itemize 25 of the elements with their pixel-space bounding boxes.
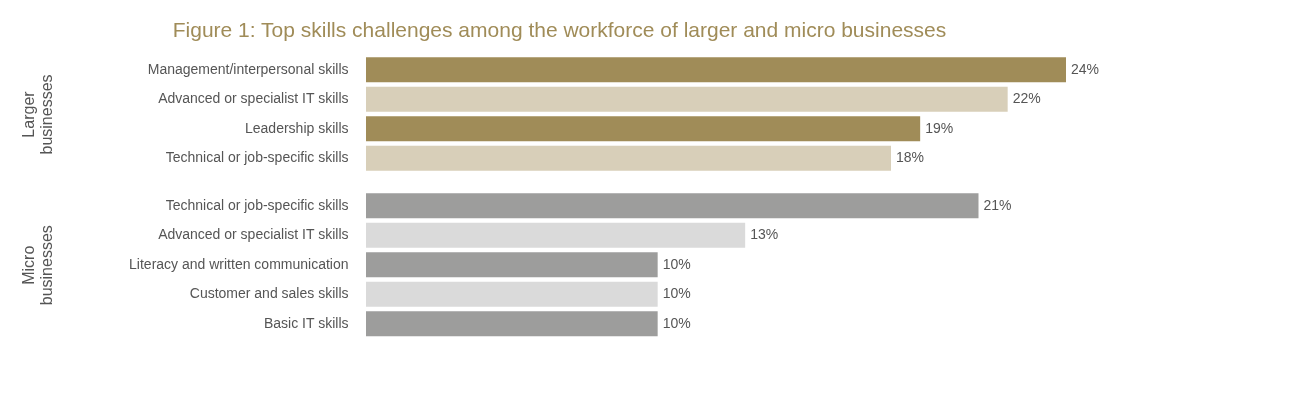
bar — [366, 86, 1008, 112]
y-tick-label: Basic IT skills — [263, 314, 349, 331]
y-axis-title: Larger businesses — [19, 74, 55, 155]
data-label: 19% — [925, 119, 954, 136]
y-axis-title: Micro businesses — [19, 225, 55, 306]
data-label: 24% — [1071, 60, 1100, 77]
bar — [366, 116, 921, 142]
y-tick-label: Advanced or specialist IT skills — [158, 90, 349, 107]
data-label: 22% — [1012, 90, 1041, 107]
y-tick-label: Technical or job-specific skills — [165, 196, 349, 213]
y-tick-label: Leadership skills — [245, 119, 349, 136]
bar — [366, 145, 891, 171]
data-label: 13% — [750, 226, 779, 243]
data-label: 10% — [662, 285, 691, 302]
data-label: 10% — [662, 314, 691, 331]
y-tick-label: Management/interpersonal skills — [147, 60, 349, 77]
data-label: 21% — [983, 196, 1012, 213]
data-label: 18% — [896, 149, 925, 166]
y-tick-label: Literacy and written communication — [129, 255, 349, 272]
bar — [366, 57, 1066, 83]
y-tick-label: Technical or job-specific skills — [165, 149, 349, 166]
y-tick-label: Customer and sales skills — [189, 285, 349, 302]
data-label: 10% — [662, 255, 691, 272]
y-tick-label: Advanced or specialist IT skills — [158, 226, 349, 243]
chart-title: Figure 1: Top skills challenges among the workforce of larger and micro businesses — [172, 18, 947, 41]
